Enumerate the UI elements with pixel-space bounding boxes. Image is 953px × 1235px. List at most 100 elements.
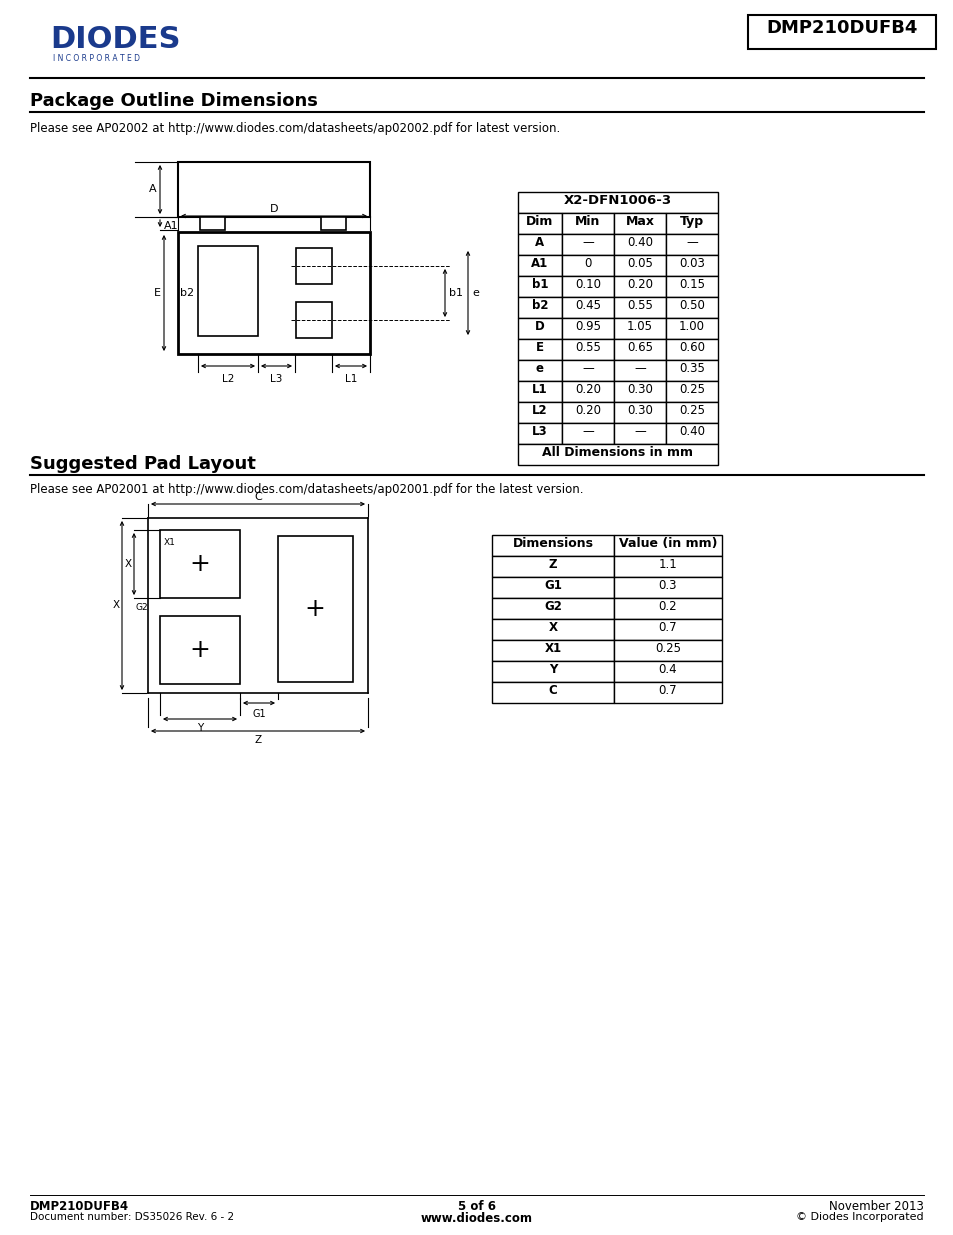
Text: Z: Z <box>548 558 557 571</box>
Text: X1: X1 <box>544 642 561 655</box>
Text: L1: L1 <box>532 383 547 396</box>
Bar <box>492 535 614 556</box>
Bar <box>614 640 721 661</box>
Text: Dimensions: Dimensions <box>512 537 593 550</box>
Bar <box>614 598 721 619</box>
Bar <box>665 275 718 296</box>
Bar <box>561 338 614 359</box>
Bar <box>295 248 332 284</box>
Text: 0.50: 0.50 <box>679 299 704 312</box>
Text: Z: Z <box>254 735 261 745</box>
Text: I N C O R P O R A T E D: I N C O R P O R A T E D <box>53 54 140 63</box>
Text: L3: L3 <box>532 425 547 438</box>
Bar <box>561 403 614 424</box>
Bar <box>178 162 370 217</box>
Bar <box>517 338 561 359</box>
Text: +: + <box>190 552 211 576</box>
Bar <box>665 317 718 338</box>
Text: Typ: Typ <box>679 215 703 228</box>
Text: 0.7: 0.7 <box>658 684 677 697</box>
Bar <box>614 212 665 233</box>
Bar <box>614 619 721 640</box>
Text: Y: Y <box>196 722 203 734</box>
Text: 0.7: 0.7 <box>658 621 677 634</box>
Bar <box>517 233 561 254</box>
Text: L2: L2 <box>222 374 233 384</box>
Text: A1: A1 <box>531 257 548 270</box>
Bar <box>614 424 665 445</box>
Text: 0.10: 0.10 <box>575 278 600 291</box>
Text: Package Outline Dimensions: Package Outline Dimensions <box>30 91 317 110</box>
Text: X1: X1 <box>164 538 175 547</box>
Text: L3: L3 <box>270 374 282 384</box>
Bar <box>614 682 721 703</box>
Text: 1.00: 1.00 <box>679 320 704 333</box>
Bar <box>517 317 561 338</box>
Text: Suggested Pad Layout: Suggested Pad Layout <box>30 454 255 473</box>
Text: 0.2: 0.2 <box>658 600 677 613</box>
Text: Please see AP02001 at http://www.diodes.com/datasheets/ap02001.pdf for the lates: Please see AP02001 at http://www.diodes.… <box>30 483 583 496</box>
Bar <box>614 296 665 317</box>
Text: 0.30: 0.30 <box>626 383 652 396</box>
Bar <box>517 275 561 296</box>
Bar <box>492 556 614 577</box>
Text: b2: b2 <box>531 299 548 312</box>
Bar <box>517 212 561 233</box>
Bar <box>492 577 614 598</box>
Bar <box>614 382 665 403</box>
Bar <box>561 233 614 254</box>
Text: b1: b1 <box>531 278 548 291</box>
Text: 0.20: 0.20 <box>626 278 652 291</box>
Text: 0.25: 0.25 <box>679 383 704 396</box>
Text: G2: G2 <box>543 600 561 613</box>
Text: A1: A1 <box>164 221 178 231</box>
Bar <box>492 682 614 703</box>
Text: DIODES: DIODES <box>50 25 180 54</box>
Text: 0.45: 0.45 <box>575 299 600 312</box>
Bar <box>517 359 561 382</box>
Bar <box>492 640 614 661</box>
Text: 0.55: 0.55 <box>575 341 600 354</box>
Text: www.diodes.com: www.diodes.com <box>420 1212 533 1225</box>
Bar <box>561 254 614 275</box>
Bar <box>665 424 718 445</box>
Text: E: E <box>153 288 161 298</box>
Text: 0.95: 0.95 <box>575 320 600 333</box>
Text: 0.25: 0.25 <box>655 642 680 655</box>
Text: C: C <box>548 684 557 697</box>
Bar <box>614 338 665 359</box>
Text: —: — <box>581 362 594 375</box>
Text: C: C <box>253 492 262 501</box>
Text: X: X <box>125 559 132 569</box>
Bar <box>614 577 721 598</box>
Bar <box>614 403 665 424</box>
Bar <box>665 233 718 254</box>
Text: +: + <box>190 638 211 662</box>
Bar <box>561 359 614 382</box>
Text: —: — <box>634 362 645 375</box>
Text: G1: G1 <box>252 709 266 719</box>
Bar <box>517 403 561 424</box>
Bar <box>517 382 561 403</box>
Text: 0.40: 0.40 <box>626 236 652 249</box>
Text: X: X <box>548 621 557 634</box>
Text: 0.20: 0.20 <box>575 404 600 417</box>
Text: b2: b2 <box>180 288 193 298</box>
Bar <box>614 359 665 382</box>
Text: 0.3: 0.3 <box>659 579 677 592</box>
Bar <box>665 338 718 359</box>
Bar <box>320 217 346 230</box>
Text: —: — <box>581 425 594 438</box>
Text: 0.15: 0.15 <box>679 278 704 291</box>
Text: 0: 0 <box>583 257 591 270</box>
Bar <box>517 445 718 466</box>
Bar <box>561 382 614 403</box>
Text: D: D <box>535 320 544 333</box>
Bar <box>614 556 721 577</box>
Bar <box>614 254 665 275</box>
Text: A: A <box>535 236 544 249</box>
Bar <box>665 403 718 424</box>
Text: All Dimensions in mm: All Dimensions in mm <box>542 446 693 459</box>
Bar <box>614 535 721 556</box>
Text: G2: G2 <box>136 603 149 611</box>
